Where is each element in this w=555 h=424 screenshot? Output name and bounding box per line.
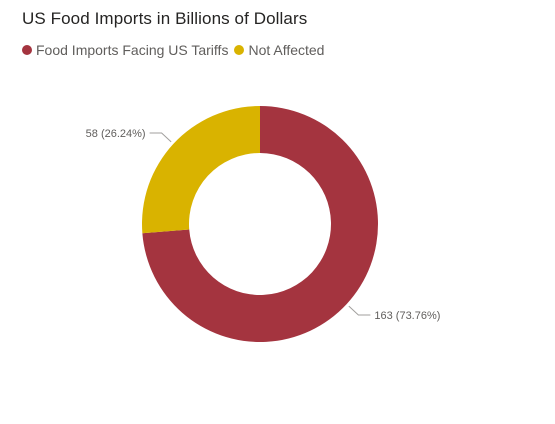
donut-slice-tariffs[interactable] bbox=[142, 106, 378, 342]
legend-dot-icon bbox=[22, 45, 32, 55]
legend-label: Food Imports Facing US Tariffs bbox=[36, 42, 229, 58]
data-label-not-affected: 58 (26.24%) bbox=[86, 128, 146, 140]
legend-item-tariffs[interactable]: Food Imports Facing US Tariffs bbox=[22, 42, 228, 58]
chart-title: US Food Imports in Billions of Dollars bbox=[22, 9, 308, 28]
leader-line-not-affected bbox=[149, 132, 172, 143]
legend-label: Not Affected bbox=[248, 42, 325, 58]
leader-line-tariffs bbox=[348, 305, 371, 316]
chart-legend: Food Imports Facing US Tariffs Not Affec… bbox=[22, 42, 330, 58]
data-label-tariffs: 163 (73.76%) bbox=[374, 310, 440, 322]
donut-slice-not-affected[interactable] bbox=[142, 106, 260, 234]
legend-dot-icon bbox=[234, 45, 245, 55]
legend-item-not-affected[interactable]: Not Affected bbox=[234, 42, 324, 58]
